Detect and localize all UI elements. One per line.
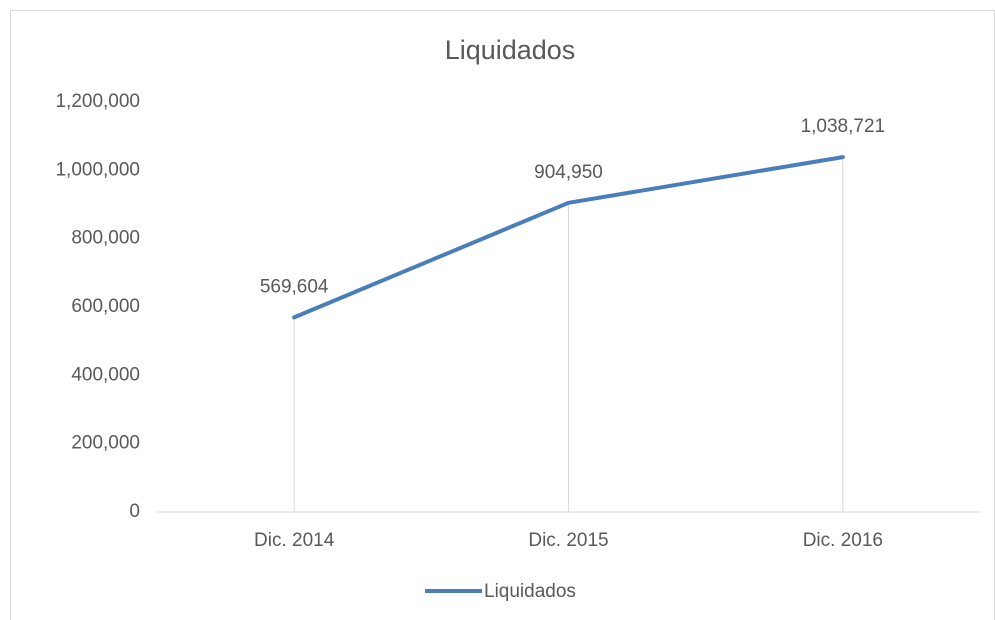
x-tick-label: Dic. 2016: [803, 530, 883, 551]
data-label: 904,950: [534, 162, 603, 183]
y-tick-label: 200,000: [71, 433, 140, 454]
y-tick-label: 1,200,000: [55, 91, 140, 112]
y-tick-label: 1,000,000: [55, 159, 140, 180]
y-tick-label: 0: [129, 501, 140, 522]
y-tick-label: 800,000: [71, 228, 140, 249]
chart-title: Liquidados: [445, 35, 576, 65]
x-tick-label: Dic. 2014: [254, 530, 335, 551]
y-tick-label: 600,000: [71, 296, 140, 317]
x-tick-label: Dic. 2015: [528, 530, 608, 551]
data-label: 1,038,721: [801, 116, 886, 137]
y-tick-label: 400,000: [71, 364, 140, 385]
line-series: [292, 155, 845, 320]
data-label: 569,604: [260, 276, 329, 297]
legend-label: Liquidados: [484, 581, 576, 602]
chart-border: [10, 10, 995, 620]
